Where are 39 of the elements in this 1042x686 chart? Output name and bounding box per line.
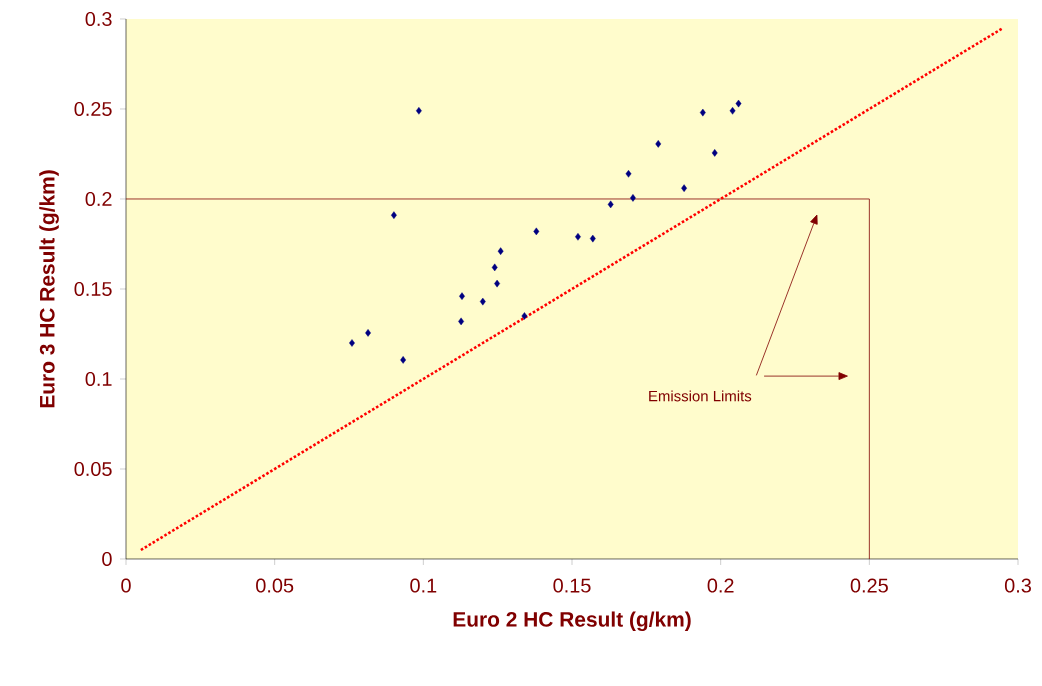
y-tick-label: 0.3 [85, 11, 112, 27]
x-axis-title: Euro 2 HC Result (g/km) [453, 611, 691, 632]
point [400, 356, 407, 364]
point [735, 99, 742, 108]
y-tick-label: 0.25 [74, 101, 112, 117]
point [479, 297, 486, 306]
point [459, 292, 465, 300]
x-tick-label: 0.25 [850, 578, 888, 593]
y-tick-label: 0.15 [74, 281, 112, 297]
y-tick-label: 0.1 [85, 371, 112, 387]
y-tick-label: 0 [102, 551, 112, 567]
x-tick-label: 0.3 [1004, 578, 1031, 593]
point [625, 170, 632, 178]
x-tick-label: 0.15 [553, 578, 591, 593]
point [349, 339, 355, 347]
x-tick-label: 0.1 [410, 578, 437, 593]
point [630, 194, 636, 202]
point [607, 200, 614, 209]
point [729, 107, 736, 115]
ref-line-label: Emission Limits [649, 390, 752, 402]
point [655, 140, 662, 148]
point [365, 329, 371, 337]
point [681, 184, 687, 192]
point [711, 149, 718, 157]
point [491, 263, 498, 272]
point [521, 312, 528, 320]
point [699, 108, 706, 117]
point [589, 234, 596, 243]
point [415, 107, 422, 115]
y-tick-label: 0.05 [74, 461, 112, 477]
x-tick-label: 0.05 [256, 578, 294, 593]
point [533, 227, 540, 236]
x-tick-label: 0.2 [707, 578, 734, 593]
y-axis-title: Euro 3 HC Result (g/km) [39, 170, 59, 408]
x-tick-label: 0 [121, 578, 131, 593]
y-tick-label: 0.2 [85, 191, 112, 207]
point [575, 233, 581, 241]
point [497, 247, 504, 255]
point [391, 211, 397, 219]
